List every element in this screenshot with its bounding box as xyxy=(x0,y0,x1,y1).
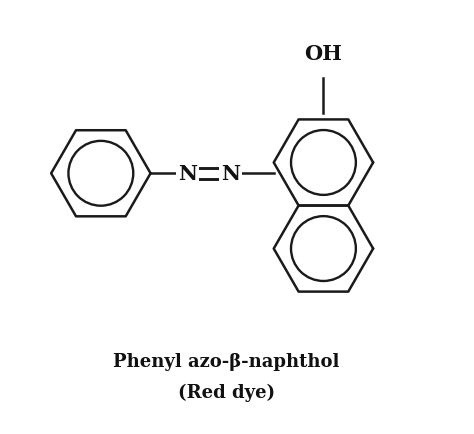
Text: N: N xyxy=(178,164,197,184)
Text: N: N xyxy=(221,164,240,184)
Text: OH: OH xyxy=(304,44,342,64)
Text: Phenyl azo-β-naphthol: Phenyl azo-β-naphthol xyxy=(113,352,339,371)
Text: (Red dye): (Red dye) xyxy=(178,382,275,401)
